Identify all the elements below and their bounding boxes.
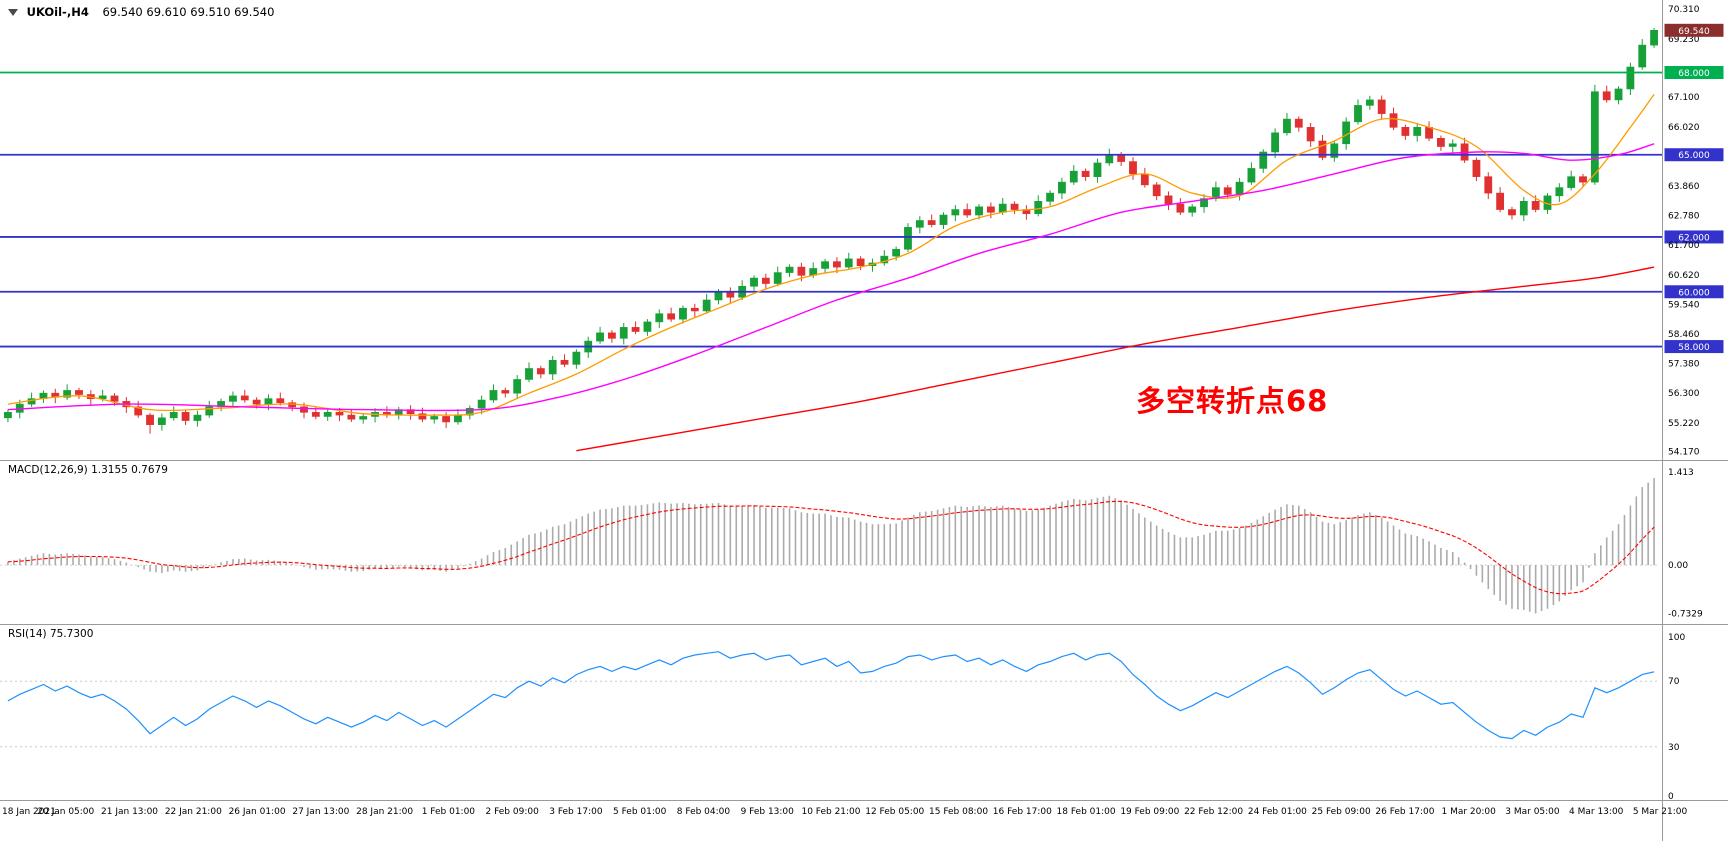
svg-text:22 Feb 12:00: 22 Feb 12:00 (1184, 807, 1243, 817)
svg-text:57.380: 57.380 (1668, 360, 1700, 370)
svg-text:1 Mar 20:00: 1 Mar 20:00 (1442, 807, 1497, 817)
price-tag-62.000 (1664, 230, 1724, 244)
current-price-tag: 69.540 (1664, 23, 1724, 37)
svg-text:20 Jan 05:00: 20 Jan 05:00 (37, 807, 94, 817)
svg-text:30: 30 (1668, 743, 1680, 753)
svg-text:-0.7329: -0.7329 (1668, 610, 1703, 620)
svg-text:58.000: 58.000 (1678, 343, 1710, 353)
rsi-pane[interactable] (0, 624, 1662, 800)
svg-text:56.300: 56.300 (1668, 389, 1700, 399)
chart-title: UKOil-,H4 69.540 69.610 69.510 69.540 (8, 5, 274, 19)
rsi-line (7, 651, 1655, 740)
rsi-indicator-label: RSI(14) 75.7300 (8, 628, 94, 640)
svg-text:19 Feb 09:00: 19 Feb 09:00 (1120, 807, 1179, 817)
svg-text:5 Mar 21:00: 5 Mar 21:00 (1633, 807, 1688, 817)
macd-axis-labels: 1.413 0.00 -0.7329 (1668, 468, 1703, 620)
ma-fast-line (7, 94, 1655, 416)
price-tag-58.000 (1664, 340, 1724, 354)
svg-text:1.413: 1.413 (1668, 468, 1694, 478)
svg-text:26 Feb 17:00: 26 Feb 17:00 (1375, 807, 1434, 817)
chart-shift-icon (8, 9, 18, 16)
svg-text:3 Feb 17:00: 3 Feb 17:00 (549, 807, 603, 817)
price-tag-68.000 (1664, 66, 1724, 80)
svg-text:25 Feb 09:00: 25 Feb 09:00 (1312, 807, 1371, 817)
svg-text:66.020: 66.020 (1668, 123, 1700, 133)
svg-text:0: 0 (1668, 792, 1674, 802)
svg-text:26 Jan 01:00: 26 Jan 01:00 (229, 807, 286, 817)
svg-text:2 Feb 09:00: 2 Feb 09:00 (485, 807, 539, 817)
svg-text:4 Mar 13:00: 4 Mar 13:00 (1569, 807, 1624, 817)
price-axis-labels: 70.310 69.230 67.100 66.020 63.860 62.780 61.7… (1668, 5, 1700, 457)
svg-text:70.310: 70.310 (1668, 5, 1700, 15)
svg-text:27 Jan 13:00: 27 Jan 13:00 (292, 807, 349, 817)
time-scale[interactable] (0, 800, 1728, 841)
svg-text:68.000: 68.000 (1678, 69, 1710, 79)
ohlc-values: 69.540 69.610 69.510 69.540 (102, 5, 275, 19)
symbol-period-label: UKOil-,H4 (26, 5, 89, 19)
price-tag-65.000 (1664, 148, 1724, 162)
svg-text:15 Feb 08:00: 15 Feb 08:00 (929, 807, 988, 817)
svg-text:9 Feb 13:00: 9 Feb 13:00 (741, 807, 795, 817)
svg-text:28 Jan 21:00: 28 Jan 21:00 (356, 807, 413, 817)
svg-text:65.000: 65.000 (1678, 151, 1710, 161)
macd-histogram (0, 477, 1660, 614)
svg-text:60.000: 60.000 (1678, 288, 1710, 298)
annotation-text[interactable]: 多空转折点68 (1136, 384, 1329, 418)
svg-text:62.780: 62.780 (1668, 212, 1700, 222)
svg-text:61.700: 61.700 (1668, 241, 1700, 251)
svg-text:100: 100 (1668, 633, 1685, 643)
svg-text:70: 70 (1668, 677, 1680, 687)
svg-text:5 Feb 01:00: 5 Feb 01:00 (613, 807, 667, 817)
svg-text:54.170: 54.170 (1668, 448, 1700, 458)
svg-text:16 Feb 17:00: 16 Feb 17:00 (993, 807, 1052, 817)
ma-slow-line (576, 266, 1655, 452)
svg-text:62.000: 62.000 (1678, 233, 1710, 243)
svg-text:59.540: 59.540 (1668, 300, 1700, 310)
rsi-axis-labels: 100 70 30 0 (1668, 633, 1685, 802)
svg-text:24 Feb 01:00: 24 Feb 01:00 (1248, 807, 1307, 817)
ma-mid-line (7, 143, 1655, 412)
svg-text:60.620: 60.620 (1668, 271, 1700, 281)
price-scale[interactable] (1663, 0, 1728, 800)
macd-pane[interactable] (0, 460, 1662, 624)
svg-text:22 Jan 21:00: 22 Jan 21:00 (165, 807, 222, 817)
time-axis-labels: 18 Jan 202120 Jan 05:00 21 Jan 13:00 22 Ja… (2, 807, 1687, 817)
svg-text:0.00: 0.00 (1668, 561, 1688, 571)
svg-text:69.230: 69.230 (1668, 35, 1700, 45)
rsi-levels (0, 680, 1660, 748)
price-tag-60.000 (1664, 285, 1724, 299)
svg-text:67.100: 67.100 (1668, 93, 1700, 103)
svg-text:1 Feb 01:00: 1 Feb 01:00 (422, 807, 476, 817)
svg-text:12 Feb 05:00: 12 Feb 05:00 (865, 807, 924, 817)
svg-text:10 Feb 21:00: 10 Feb 21:00 (801, 807, 860, 817)
svg-text:55.220: 55.220 (1668, 419, 1700, 429)
svg-text:63.860: 63.860 (1668, 182, 1700, 192)
svg-text:58.460: 58.460 (1668, 330, 1700, 340)
svg-text:69.540: 69.540 (1678, 27, 1710, 37)
svg-text:18 Feb 01:00: 18 Feb 01:00 (1057, 807, 1116, 817)
svg-text:18 Jan 2021: 18 Jan 2021 (2, 807, 56, 817)
macd-indicator-label: MACD(12,26,9) 1.3155 0.7679 (8, 464, 168, 476)
svg-text:21 Jan 13:00: 21 Jan 13:00 (101, 807, 158, 817)
level-lines: 68.000 65.000 62.000 60.000 58.000 (0, 66, 1724, 354)
price-pane[interactable] (0, 0, 1662, 460)
svg-text:3 Mar 05:00: 3 Mar 05:00 (1505, 807, 1560, 817)
svg-text:8 Feb 04:00: 8 Feb 04:00 (677, 807, 731, 817)
